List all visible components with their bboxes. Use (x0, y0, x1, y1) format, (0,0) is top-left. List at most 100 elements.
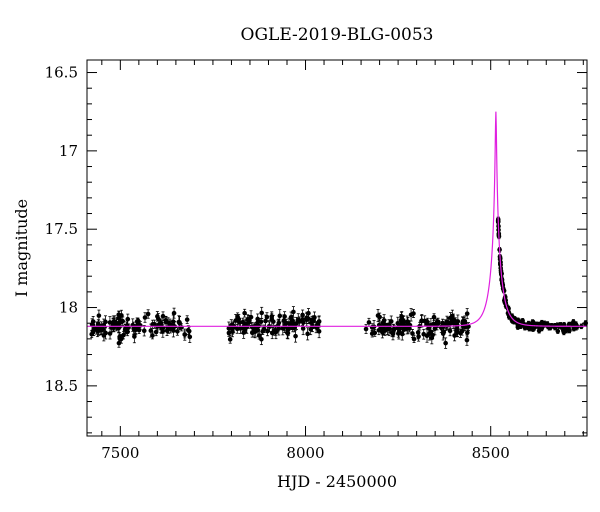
data-point (226, 326, 232, 331)
data-point (175, 329, 180, 334)
data-point (416, 334, 421, 339)
data-point (185, 327, 191, 333)
data-point (391, 328, 396, 333)
data-point (366, 320, 372, 325)
data-point (395, 321, 401, 326)
model-curve (87, 111, 587, 327)
y-tick-label: 16.5 (45, 64, 78, 82)
data-point (440, 331, 446, 336)
data-point (464, 337, 470, 343)
y-tick-label: 18 (59, 299, 78, 317)
x-tick-label: 7500 (101, 444, 139, 462)
x-axis-label: HJD - 2450000 (277, 472, 397, 491)
data-point (155, 316, 161, 322)
data-point (184, 317, 190, 322)
data-point (255, 316, 260, 322)
data-point (182, 332, 188, 337)
data-point (399, 331, 405, 337)
data-point (259, 336, 264, 342)
data-point (158, 320, 164, 326)
plot-frame (86, 59, 588, 437)
data-point (142, 315, 148, 320)
data-point (306, 316, 311, 322)
data-point (120, 318, 126, 324)
x-tick-label: 8500 (472, 444, 510, 462)
axis-tick-labels: 7500 8000 8500 16.5 17 17.5 18 18.5 (45, 64, 510, 462)
data-point (425, 319, 430, 325)
data-point (269, 330, 275, 336)
data-point (421, 331, 427, 337)
data-point (399, 314, 405, 320)
data-point (163, 319, 169, 325)
data-point (238, 326, 243, 331)
data-point (171, 310, 177, 316)
data-point (300, 326, 306, 331)
data-point (277, 313, 283, 319)
data-point (264, 314, 270, 320)
data-point (289, 317, 295, 323)
data-point (150, 333, 155, 338)
data-point (131, 325, 136, 331)
y-axis-label: I magnitude (12, 199, 31, 297)
data-point (117, 334, 122, 340)
data-point (96, 313, 102, 318)
data-point (452, 318, 458, 324)
axis-ticks (87, 60, 587, 436)
data-point (123, 325, 128, 331)
data-point (432, 326, 438, 332)
data-point (276, 320, 282, 326)
data-point (247, 318, 252, 323)
data-point (90, 329, 96, 335)
data-point (260, 328, 266, 334)
data-point (415, 330, 421, 335)
data-point (233, 318, 239, 323)
data-point (571, 319, 576, 325)
y-tick-label: 18.5 (45, 377, 78, 395)
data-point (150, 322, 155, 327)
data-point (258, 319, 264, 324)
data-point (293, 333, 298, 339)
y-tick-label: 17 (59, 142, 78, 160)
data-point (145, 311, 151, 317)
data-point (116, 340, 122, 346)
data-point (363, 326, 369, 332)
data-point (271, 319, 276, 324)
data-point (419, 318, 425, 324)
data-point (283, 320, 289, 326)
data-point (168, 324, 174, 330)
data-point (294, 321, 299, 326)
data-point (295, 317, 301, 323)
data-point (90, 323, 96, 328)
data-point (442, 322, 448, 328)
data-point (305, 331, 310, 337)
data-layer (89, 216, 588, 349)
data-point (310, 324, 315, 330)
data-point (164, 328, 170, 333)
data-point (428, 329, 434, 335)
data-point (291, 309, 296, 315)
data-point (316, 319, 322, 325)
data-point (259, 310, 264, 316)
data-point (408, 312, 414, 318)
data-point (571, 326, 577, 331)
data-point (443, 340, 448, 346)
data-point (465, 330, 470, 335)
data-point (429, 335, 435, 341)
data-point (136, 327, 142, 333)
data-point (242, 310, 247, 316)
data-point (431, 314, 437, 320)
data-point (141, 328, 147, 334)
data-point (410, 331, 415, 336)
data-point (311, 317, 316, 323)
data-point (135, 319, 141, 324)
data-point (265, 328, 270, 334)
data-point (171, 328, 176, 333)
data-point (107, 331, 113, 336)
data-point (435, 319, 441, 325)
data-point (276, 326, 282, 331)
data-point (121, 332, 126, 338)
y-tick-label: 17.5 (45, 220, 78, 238)
data-point (255, 327, 261, 333)
